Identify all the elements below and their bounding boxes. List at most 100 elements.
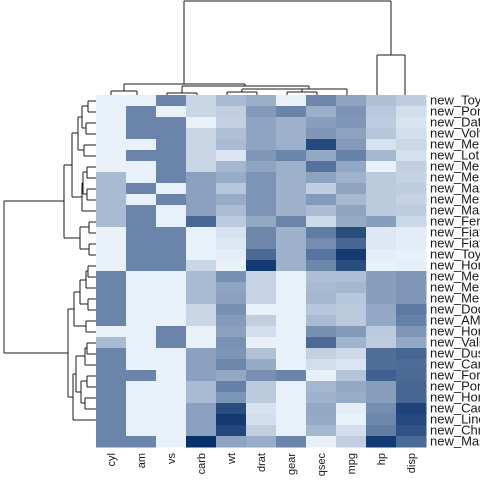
heatmap-cell: [396, 436, 427, 448]
heatmap-cell: [366, 106, 397, 118]
heatmap-cell: [306, 172, 337, 184]
heatmap-cell: [216, 282, 247, 294]
heatmap-cell: [246, 260, 277, 272]
heatmap-cell: [366, 304, 397, 316]
heatmap-cell: [396, 348, 427, 360]
heatmap-cell: [336, 271, 367, 283]
heatmap-cell: [276, 260, 307, 272]
heatmap-cell: [336, 425, 367, 437]
heatmap-cell: [306, 271, 337, 283]
heatmap-cell: [96, 326, 127, 338]
heatmap-cell: [246, 293, 277, 305]
heatmap-cell: [156, 436, 187, 448]
heatmap-cell: [96, 348, 127, 360]
heatmap-cell: [96, 370, 127, 382]
heatmap-cell: [336, 315, 367, 327]
heatmap-cell: [96, 425, 127, 437]
heatmap-cell: [276, 249, 307, 261]
heatmap-cell: [216, 293, 247, 305]
heatmap-cell: [276, 172, 307, 184]
heatmap-cell: [186, 194, 217, 206]
heatmap-cell: [366, 117, 397, 129]
row-label: new_Lotus Europa: [430, 148, 480, 163]
heatmap-cell: [186, 227, 217, 239]
heatmap-cell: [156, 227, 187, 239]
row-label: new_Dodge Challenger: [430, 302, 480, 317]
heatmap-cell: [366, 227, 397, 239]
heatmap-cell: [396, 271, 427, 283]
heatmap-cell: [276, 183, 307, 195]
heatmap-cell: [306, 337, 337, 349]
heatmap-cell: [396, 172, 427, 184]
heatmap-cell: [306, 392, 337, 404]
heatmap-cell: [96, 216, 127, 228]
heatmap-cell: [186, 95, 217, 107]
heatmap-cell: [366, 414, 397, 426]
heatmap-cell: [186, 381, 217, 393]
heatmap-cell: [336, 128, 367, 140]
heatmap-cell: [156, 282, 187, 294]
heatmap-cell: [186, 414, 217, 426]
row-label: new_Honda Civic: [430, 258, 480, 273]
heatmap-cell: [246, 249, 277, 261]
heatmap-cell: [156, 95, 187, 107]
heatmap-cell: [306, 117, 337, 129]
heatmap-cell: [186, 304, 217, 316]
heatmap-cell: [366, 359, 397, 371]
heatmap-cell: [96, 95, 127, 107]
column-label: qsec: [316, 453, 328, 477]
heatmap-cell: [306, 216, 337, 228]
heatmap-cell: [186, 139, 217, 151]
heatmap-cell: [366, 205, 397, 217]
heatmap-cell: [96, 183, 127, 195]
heatmap-cell: [246, 106, 277, 118]
heatmap-cell: [396, 282, 427, 294]
heatmap-cell: [366, 238, 397, 250]
heatmap-cell: [336, 117, 367, 129]
heatmap-cell: [306, 183, 337, 195]
heatmap-cell: [396, 359, 427, 371]
heatmap-cell: [246, 326, 277, 338]
heatmap-cell: [336, 348, 367, 360]
heatmap-cell: [126, 425, 157, 437]
column-label: wt: [226, 453, 238, 465]
heatmap-cell: [126, 216, 157, 228]
heatmap-cell: [96, 392, 127, 404]
heatmap-cell: [336, 381, 367, 393]
heatmap-cell: [246, 161, 277, 173]
heatmap-cell: [336, 205, 367, 217]
heatmap-cell: [366, 194, 397, 206]
heatmap-cell: [126, 260, 157, 272]
heatmap-cell: [276, 293, 307, 305]
heatmap-cell: [336, 326, 367, 338]
heatmap-cell: [156, 128, 187, 140]
heatmap-cell: [276, 337, 307, 349]
heatmap-cell: [126, 161, 157, 173]
row-label: new_AMC Javelin: [430, 313, 480, 328]
heatmap-cell: [276, 348, 307, 360]
heatmap-cell: [186, 260, 217, 272]
heatmap-cell: [156, 304, 187, 316]
heatmap-cell: [186, 425, 217, 437]
heatmap-cell: [96, 238, 127, 250]
heatmap-cell: [396, 304, 427, 316]
heatmap-cell: [366, 150, 397, 162]
heatmap-cell: [276, 216, 307, 228]
row-label: new_Merc 450SLC: [430, 291, 480, 306]
heatmap-cell: [396, 128, 427, 140]
heatmap-cell: [246, 315, 277, 327]
column-label: gear: [286, 453, 298, 475]
heatmap-cell: [396, 293, 427, 305]
heatmap-cell: [306, 249, 337, 261]
heatmap-cell: [96, 260, 127, 272]
heatmap-cell: [216, 381, 247, 393]
heatmap-cell: [96, 304, 127, 316]
heatmap-cell: [306, 227, 337, 239]
heatmap-cell: [186, 315, 217, 327]
heatmap-cell: [216, 436, 247, 448]
heatmap-cell: [366, 249, 397, 261]
heatmap-cell: [246, 436, 277, 448]
heatmap-cell: [246, 304, 277, 316]
heatmap-cell: [336, 403, 367, 415]
